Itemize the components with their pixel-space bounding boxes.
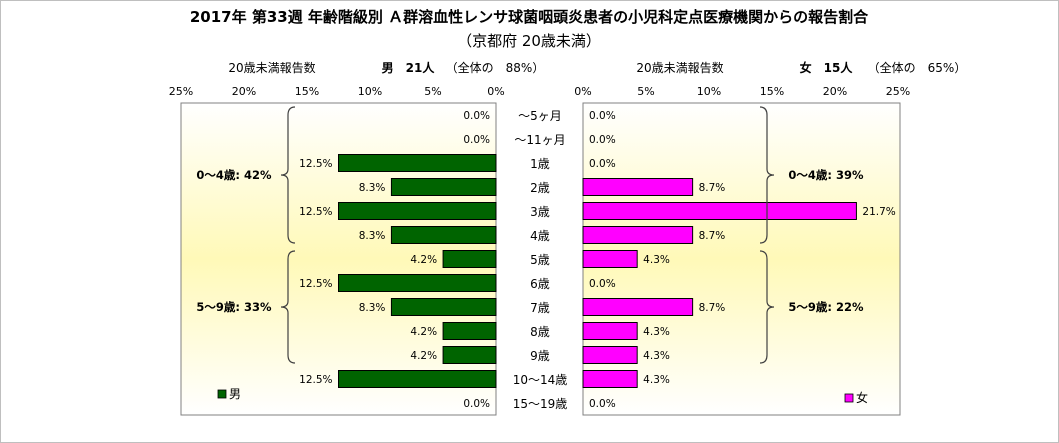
female-value-label: 0.0%	[589, 278, 616, 290]
male-value-label: 8.3%	[359, 230, 386, 242]
left-tick-label: 15%	[295, 85, 319, 98]
left-tick-label: 20%	[232, 85, 256, 98]
female-value-label: 0.0%	[589, 158, 616, 170]
male-bar	[442, 346, 497, 364]
male-bar	[390, 226, 497, 244]
female-value-label: 0.0%	[589, 134, 616, 146]
female-value-label: 4.3%	[643, 350, 670, 362]
category-label: 7歳	[530, 301, 550, 315]
male-group-label: 0〜4歳: 42%	[196, 168, 272, 182]
male-value-label: 4.2%	[410, 254, 437, 266]
bars: 0.0% 0.0% 0.0% 0.0% 12.5% 0.0% 8.3% 8.7% 12.5% 21…	[299, 110, 896, 410]
category-label: 5歳	[530, 253, 550, 267]
category-label: 3歳	[530, 205, 550, 219]
male-header-count: 男 21人	[382, 60, 436, 75]
category-label: 2歳	[530, 181, 550, 195]
female-value-label: 4.3%	[643, 326, 670, 338]
female-group-label: 5〜9歳: 22%	[788, 300, 864, 314]
female-value-label: 8.7%	[699, 302, 726, 314]
left-tick-label: 5%	[424, 85, 441, 98]
category-label: 10〜14歳	[513, 373, 568, 387]
female-value-label: 21.7%	[862, 206, 895, 218]
male-bar	[338, 370, 497, 388]
male-bar	[338, 202, 497, 220]
female-header-share: （全体の 65%）	[868, 60, 967, 75]
male-header-label: 20歳未満報告数	[228, 60, 315, 75]
male-value-label: 0.0%	[463, 110, 490, 122]
chart-title: 2017年 第33週 年齢階級別 Ａ群溶血性レンサ球菌咽頭炎患者の小児科定点医療…	[190, 8, 869, 26]
left-tick-label: 0%	[487, 85, 504, 98]
female-bar	[582, 370, 638, 388]
male-group-brace	[280, 250, 296, 364]
category-label: 15〜19歳	[513, 397, 568, 411]
male-value-label: 8.3%	[359, 302, 386, 314]
right-tick-label: 20%	[823, 85, 847, 98]
category-label: 9歳	[530, 349, 550, 363]
category-label: 8歳	[530, 325, 550, 339]
right-tick-label: 15%	[760, 85, 784, 98]
female-group-brace	[759, 250, 775, 364]
male-bar	[338, 274, 497, 292]
category-label: 6歳	[530, 277, 550, 291]
female-bar	[582, 226, 694, 244]
male-header-share: （全体の 88%）	[446, 60, 545, 75]
female-value-label: 8.7%	[699, 182, 726, 194]
category-label: 1歳	[530, 157, 550, 171]
female-bar	[582, 202, 857, 220]
male-value-label: 12.5%	[299, 278, 332, 290]
category-labels: 〜5ヶ月〜11ヶ月 1歳 2歳 3歳 4歳 5歳 6歳 7歳 8歳 9歳 10〜14歳 15〜19歳	[513, 109, 568, 411]
legend-swatch-male	[217, 389, 227, 399]
category-label: 〜5ヶ月	[518, 109, 562, 123]
female-group-label: 0〜4歳: 39%	[788, 168, 864, 182]
female-header-label: 20歳未満報告数	[636, 60, 723, 75]
age-group-brackets: 0〜4歳: 42% 5〜9歳: 33% 0〜4歳: 39% 5〜9歳: 22%	[196, 106, 864, 364]
male-group-brace	[280, 106, 296, 244]
male-value-label: 4.2%	[410, 326, 437, 338]
male-value-label: 8.3%	[359, 182, 386, 194]
male-bar	[442, 322, 497, 340]
right-tick-label: 0%	[574, 85, 591, 98]
legend-swatch-female	[844, 393, 854, 403]
female-bar	[582, 346, 638, 364]
male-bar	[442, 250, 497, 268]
left-tick-label: 25%	[169, 85, 193, 98]
male-value-label: 4.2%	[410, 350, 437, 362]
category-label: 〜11ヶ月	[514, 133, 565, 147]
right-tick-label: 5%	[637, 85, 654, 98]
female-group-brace	[759, 106, 775, 244]
female-value-label: 0.0%	[589, 398, 616, 410]
male-bar	[390, 178, 497, 196]
male-value-label: 12.5%	[299, 206, 332, 218]
male-value-label: 0.0%	[463, 134, 490, 146]
legend-label-male: 男	[229, 387, 241, 401]
female-bar	[582, 178, 694, 196]
female-value-label: 8.7%	[699, 230, 726, 242]
male-value-label: 12.5%	[299, 374, 332, 386]
right-tick-label: 10%	[697, 85, 721, 98]
female-header-count: 女 15人	[800, 60, 854, 75]
right-tick-label: 25%	[886, 85, 910, 98]
female-bar	[582, 250, 638, 268]
male-value-label: 0.0%	[463, 398, 490, 410]
left-tick-label: 10%	[358, 85, 382, 98]
left-axis-ticks: 25% 20% 15% 10% 5% 0%	[169, 85, 505, 98]
female-bar	[582, 322, 638, 340]
female-value-label: 0.0%	[589, 110, 616, 122]
female-bar	[582, 298, 694, 316]
legends: 男女	[217, 387, 868, 405]
chart-subtitle: （京都府 20歳未満）	[457, 32, 601, 50]
category-label: 4歳	[530, 229, 550, 243]
male-group-label: 5〜9歳: 33%	[196, 300, 272, 314]
female-value-label: 4.3%	[643, 254, 670, 266]
male-bar	[338, 154, 497, 172]
female-value-label: 4.3%	[643, 374, 670, 386]
right-axis-ticks: 0% 5% 10% 15% 20% 25%	[574, 85, 910, 98]
legend-label-female: 女	[856, 390, 868, 405]
male-value-label: 12.5%	[299, 158, 332, 170]
male-bar	[390, 298, 497, 316]
